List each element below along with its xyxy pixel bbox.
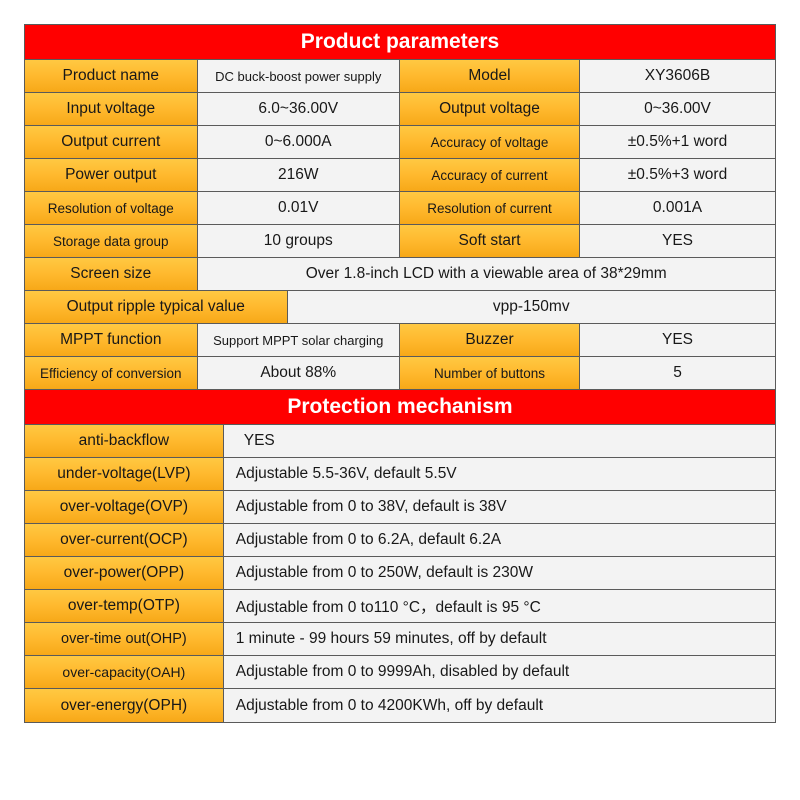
label-efficiency: Efficiency of conversion: [25, 357, 198, 390]
value-mppt: Support MPPT solar charging: [198, 324, 401, 357]
value-ohp: 1 minute - 99 hours 59 minutes, off by d…: [224, 623, 775, 656]
protect-row: over-capacity(OAH) Adjustable from 0 to …: [25, 656, 775, 689]
value-input-voltage: 6.0~36.00V: [198, 93, 401, 126]
protect-row: over-energy(OPH) Adjustable from 0 to 42…: [25, 689, 775, 722]
value-oah: Adjustable from 0 to 9999Ah, disabled by…: [224, 656, 775, 689]
label-buzzer: Buzzer: [400, 324, 580, 357]
label-ovp: over-voltage(OVP): [25, 491, 224, 524]
value-oph: Adjustable from 0 to 4200KWh, off by def…: [224, 689, 775, 722]
label-soft-start: Soft start: [400, 225, 580, 258]
value-anti-backflow: YES: [224, 425, 775, 458]
section2-title: Protection mechanism: [25, 390, 775, 425]
protect-row: over-voltage(OVP) Adjustable from 0 to 3…: [25, 491, 775, 524]
section1-title: Product parameters: [25, 25, 775, 60]
label-accuracy-voltage: Accuracy of voltage: [400, 126, 580, 159]
param-row: Storage data group 10 groups Soft start …: [25, 225, 775, 258]
value-lvp: Adjustable 5.5-36V, default 5.5V: [224, 458, 775, 491]
value-model: XY3606B: [580, 60, 775, 93]
label-ohp: over-time out(OHP): [25, 623, 224, 656]
spec-table: Product parameters Product name DC buck-…: [24, 24, 776, 723]
value-accuracy-voltage: ±0.5%+1 word: [580, 126, 775, 159]
label-num-buttons: Number of buttons: [400, 357, 580, 390]
value-opp: Adjustable from 0 to 250W, default is 23…: [224, 557, 775, 590]
value-buzzer: YES: [580, 324, 775, 357]
value-otp: Adjustable from 0 to110 °C，default is 95…: [224, 590, 775, 623]
value-accuracy-current: ±0.5%+3 word: [580, 159, 775, 192]
label-storage-group: Storage data group: [25, 225, 198, 258]
label-otp: over-temp(OTP): [25, 590, 224, 623]
protect-row: over-power(OPP) Adjustable from 0 to 250…: [25, 557, 775, 590]
value-storage-group: 10 groups: [198, 225, 401, 258]
value-ripple: vpp-150mv: [288, 291, 776, 324]
label-anti-backflow: anti-backflow: [25, 425, 224, 458]
label-ocp: over-current(OCP): [25, 524, 224, 557]
param-row: Power output 216W Accuracy of current ±0…: [25, 159, 775, 192]
label-mppt: MPPT function: [25, 324, 198, 357]
protect-row: anti-backflow YES: [25, 425, 775, 458]
value-output-current: 0~6.000A: [198, 126, 401, 159]
param-row-screen: Screen size Over 1.8-inch LCD with a vie…: [25, 258, 775, 291]
value-num-buttons: 5: [580, 357, 775, 390]
value-product-name: DC buck-boost power supply: [198, 60, 401, 93]
value-screen-size: Over 1.8-inch LCD with a viewable area o…: [198, 258, 776, 291]
label-output-voltage: Output voltage: [400, 93, 580, 126]
label-product-name: Product name: [25, 60, 198, 93]
label-res-voltage: Resolution of voltage: [25, 192, 198, 225]
param-row: Input voltage 6.0~36.00V Output voltage …: [25, 93, 775, 126]
param-row: Output current 0~6.000A Accuracy of volt…: [25, 126, 775, 159]
label-accuracy-current: Accuracy of current: [400, 159, 580, 192]
param-row-ripple: Output ripple typical value vpp-150mv: [25, 291, 775, 324]
label-res-current: Resolution of current: [400, 192, 580, 225]
label-oph: over-energy(OPH): [25, 689, 224, 722]
protect-row: under-voltage(LVP) Adjustable 5.5-36V, d…: [25, 458, 775, 491]
label-input-voltage: Input voltage: [25, 93, 198, 126]
value-res-voltage: 0.01V: [198, 192, 401, 225]
param-row: Efficiency of conversion About 88% Numbe…: [25, 357, 775, 390]
param-row: Product name DC buck-boost power supply …: [25, 60, 775, 93]
label-oah: over-capacity(OAH): [25, 656, 224, 689]
label-screen-size: Screen size: [25, 258, 198, 291]
param-row: Resolution of voltage 0.01V Resolution o…: [25, 192, 775, 225]
label-ripple: Output ripple typical value: [25, 291, 288, 324]
value-efficiency: About 88%: [198, 357, 401, 390]
value-res-current: 0.001A: [580, 192, 775, 225]
label-opp: over-power(OPP): [25, 557, 224, 590]
label-model: Model: [400, 60, 580, 93]
value-ocp: Adjustable from 0 to 6.2A, default 6.2A: [224, 524, 775, 557]
label-output-current: Output current: [25, 126, 198, 159]
label-power-output: Power output: [25, 159, 198, 192]
value-ovp: Adjustable from 0 to 38V, default is 38V: [224, 491, 775, 524]
value-output-voltage: 0~36.00V: [580, 93, 775, 126]
protect-row: over-temp(OTP) Adjustable from 0 to110 °…: [25, 590, 775, 623]
param-row: MPPT function Support MPPT solar chargin…: [25, 324, 775, 357]
label-lvp: under-voltage(LVP): [25, 458, 224, 491]
value-soft-start: YES: [580, 225, 775, 258]
value-power-output: 216W: [198, 159, 401, 192]
protect-row: over-current(OCP) Adjustable from 0 to 6…: [25, 524, 775, 557]
protect-row: over-time out(OHP) 1 minute - 99 hours 5…: [25, 623, 775, 656]
